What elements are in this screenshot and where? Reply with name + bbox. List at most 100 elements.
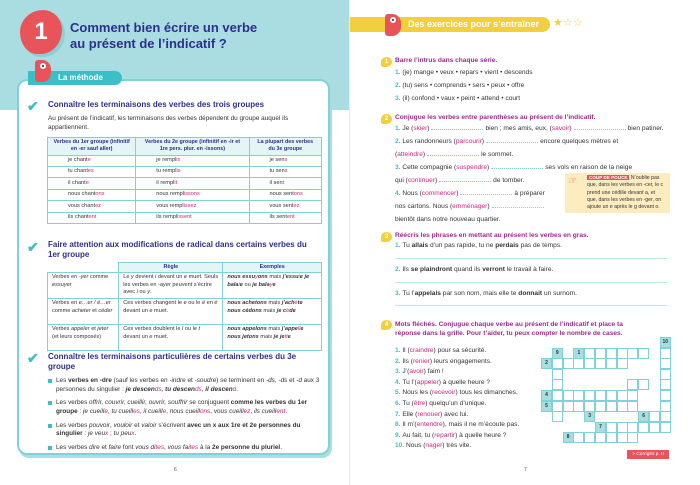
crossword-cell[interactable] — [649, 421, 660, 433]
crossword-cell[interactable] — [616, 432, 628, 444]
answer-line[interactable] — [395, 282, 667, 283]
table-row: vous chantez vous remplissez vous sentez — [46, 200, 323, 213]
answer-blank[interactable] — [460, 194, 513, 195]
crossword-cell[interactable] — [616, 347, 628, 359]
crossword-cell[interactable] — [595, 432, 606, 444]
crossword-cell[interactable] — [616, 358, 628, 370]
exercise-instruction: Réécris les phrases en mettant au présen… — [395, 232, 589, 239]
crossword-cell[interactable] — [573, 400, 585, 412]
text-run: font — [121, 443, 136, 451]
text-run: skier — [413, 125, 428, 132]
crossword-cell[interactable] — [627, 347, 639, 359]
crossword-cell[interactable] — [584, 358, 596, 370]
tip-text: N’oublie pas que, dans les verbes en -ce… — [587, 175, 664, 211]
crossword-cell[interactable] — [595, 390, 606, 401]
crossword-cell[interactable] — [605, 421, 617, 433]
answer-blank[interactable] — [486, 142, 539, 143]
answer-blank[interactable] — [431, 129, 484, 130]
crossword-cell[interactable] — [616, 390, 628, 401]
exercise-3-items: 1. Tu allais d’un pas rapide, tu ne perd… — [395, 239, 695, 311]
text-run: , — [250, 407, 254, 415]
answer-blank[interactable] — [427, 155, 480, 156]
answer-line[interactable] — [395, 305, 667, 306]
crossword-cell[interactable] — [562, 390, 574, 401]
crossword-cell[interactable] — [573, 390, 585, 401]
crossword-cell[interactable] — [584, 347, 596, 359]
crossword-cell[interactable] — [638, 379, 650, 391]
crossword-cell[interactable] — [584, 400, 596, 412]
verb-stem: tu sen — [269, 168, 285, 175]
crossword-cell[interactable] — [551, 379, 563, 391]
crossword-cell[interactable] — [551, 358, 563, 370]
crossword-cell[interactable] — [659, 368, 671, 380]
star-filled-icon: ★ — [553, 17, 563, 29]
table-cell: Verbes appeler et jeter (et leurs compos… — [46, 324, 120, 352]
verb-ending: it — [174, 179, 178, 186]
answer-blank[interactable] — [573, 129, 626, 130]
exercise-line: 1. Je (skier) bien ; mes amis, eux, (savo… — [395, 122, 695, 135]
crossword-cell[interactable] — [605, 358, 617, 370]
crossword-cell[interactable] — [638, 421, 650, 433]
text-run: pouvoir — [89, 421, 111, 429]
corrections-link[interactable]: > Corrigés p. II — [627, 450, 669, 459]
crossword-cell[interactable] — [627, 421, 639, 433]
crossword-cell[interactable] — [573, 358, 585, 370]
text-run: Les verbes — [56, 399, 90, 407]
crossword-cell[interactable] — [595, 347, 606, 359]
crossword-cell[interactable] — [584, 390, 596, 401]
crossword-cell[interactable] — [627, 400, 639, 412]
crossword-cell[interactable] — [551, 390, 563, 401]
crossword-cell[interactable] — [605, 400, 617, 412]
item-text[interactable]: (il) confond • vaux • peint • attend • c… — [402, 95, 521, 102]
crossword-clue-number: 8 — [562, 432, 574, 444]
crossword-cell[interactable] — [616, 400, 628, 412]
crossword-clue-number: 9 — [551, 347, 563, 359]
text-run: . — [285, 407, 288, 415]
crossword-cell[interactable] — [659, 400, 671, 412]
crossword-cell[interactable] — [627, 390, 639, 401]
verb-stem: il rempl — [156, 179, 175, 186]
crossword-cell[interactable] — [573, 432, 585, 444]
exercise-line: bientôt dans notre nouveau quartier. — [395, 213, 695, 226]
crossword-cell[interactable] — [584, 432, 596, 444]
crossword-cell[interactable] — [659, 347, 671, 359]
crossword-cell[interactable] — [649, 411, 660, 423]
verb-ending: t — [282, 179, 285, 186]
item-text[interactable]: (je) mange • veux • repars • vient • des… — [402, 69, 533, 76]
crossword-cell[interactable] — [562, 400, 574, 412]
answer-line[interactable] — [395, 258, 667, 259]
answer-blank[interactable] — [491, 207, 544, 208]
text-run: d’un pas rapide, tu ne — [428, 242, 496, 249]
crossword-cell[interactable] — [659, 390, 671, 401]
crossword-cell[interactable] — [616, 421, 628, 433]
text-run: -ds — [278, 377, 288, 384]
column-header: La plupart des verbes du 3e groupe — [248, 137, 323, 156]
crossword-clue-number: 3 — [584, 411, 596, 423]
crossword-cell[interactable] — [562, 358, 574, 370]
crossword-cell[interactable] — [627, 432, 639, 444]
crossword-cell[interactable] — [659, 421, 671, 433]
crossword-cell[interactable] — [551, 368, 563, 380]
text-run: valoir — [141, 421, 157, 429]
crossword-cell[interactable] — [659, 358, 671, 370]
answer-blank[interactable] — [439, 181, 492, 182]
crossword-cell[interactable] — [605, 347, 617, 359]
verb-stem: tu rempl — [156, 168, 177, 175]
crossword-cell[interactable] — [551, 400, 563, 412]
column-header — [47, 262, 120, 274]
text-run: ll — [297, 326, 301, 333]
crossword-cell[interactable] — [627, 379, 639, 391]
crossword-cell[interactable] — [551, 411, 563, 423]
answer-blank[interactable] — [491, 168, 544, 169]
crossword-cell[interactable] — [659, 379, 671, 391]
crossword-cell[interactable] — [605, 432, 617, 444]
crossword-cell[interactable] — [605, 390, 617, 401]
crossword-cell[interactable] — [659, 411, 671, 423]
item-text[interactable]: (tu) sens • comprends • sers • peux • of… — [402, 82, 525, 89]
crossword-cell[interactable] — [638, 347, 650, 359]
crossword-cell[interactable] — [595, 358, 606, 370]
text-run: 4. — [395, 378, 403, 386]
text-run: comme les verbes du 1er groupe — [56, 399, 308, 415]
text-run: e — [104, 407, 108, 415]
crossword-cell[interactable] — [595, 400, 606, 412]
